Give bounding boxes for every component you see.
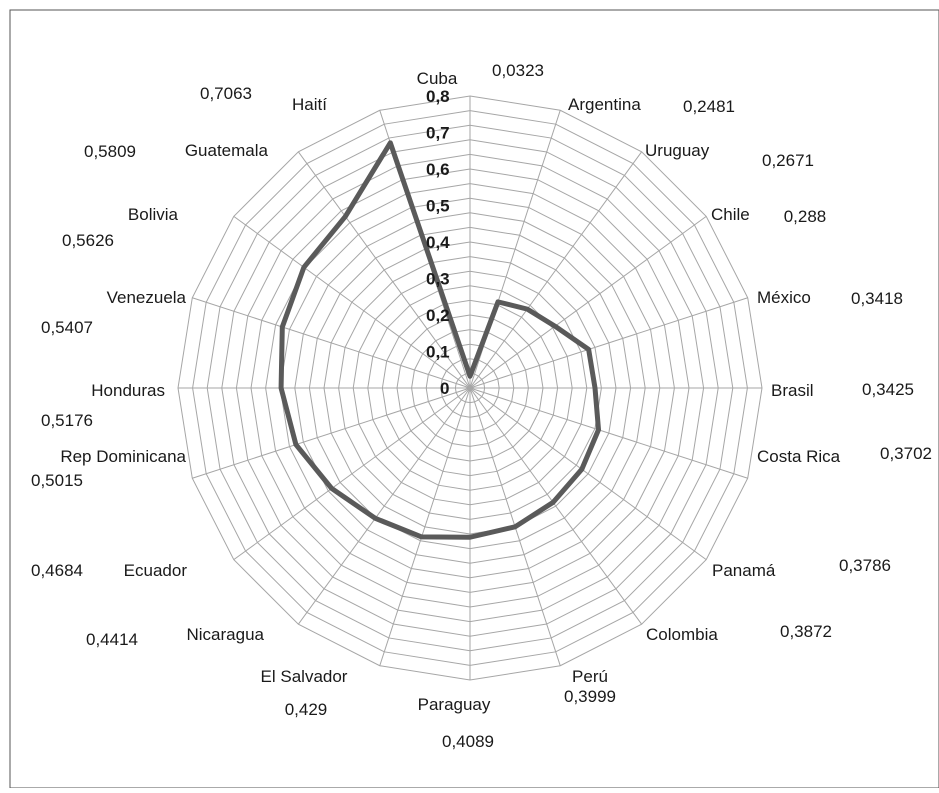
category-label-honduras: Honduras bbox=[91, 381, 165, 400]
grid-spoke bbox=[469, 151, 643, 389]
value-label-paraguay: 0,4089 bbox=[442, 732, 494, 751]
value-label-el-salvador: 0,429 bbox=[285, 700, 328, 719]
value-label-guatemala: 0,5809 bbox=[84, 142, 136, 161]
category-label-chile: Chile bbox=[711, 205, 750, 224]
tick-label: 0,6 bbox=[426, 160, 450, 179]
grid-spoke bbox=[233, 387, 471, 561]
value-label-honduras: 0,5176 bbox=[41, 411, 93, 430]
category-label-bolivia: Bolivia bbox=[128, 205, 179, 224]
value-label-chile: 0,288 bbox=[784, 207, 827, 226]
category-label-el-salvador: El Salvador bbox=[261, 667, 348, 686]
grid-spoke bbox=[469, 387, 707, 561]
value-label-rep-dominicana: 0,5015 bbox=[31, 471, 83, 490]
category-label-panama: Panamá bbox=[712, 561, 776, 580]
chart-border bbox=[9, 9, 939, 789]
tick-label: 0,3 bbox=[426, 270, 450, 289]
series-line bbox=[278, 140, 602, 540]
category-label-peru: Perú bbox=[572, 667, 608, 686]
tick-label: 0,4 bbox=[426, 233, 450, 252]
grid-spoke bbox=[469, 215, 707, 389]
value-label-colombia: 0,3872 bbox=[780, 622, 832, 641]
grid-spoke bbox=[192, 387, 471, 479]
grid-spoke bbox=[379, 387, 471, 666]
grid-spoke bbox=[192, 297, 471, 389]
tick-label: 0,5 bbox=[426, 197, 450, 216]
value-label-cuba: 0,0323 bbox=[492, 61, 544, 80]
value-label-nicaragua: 0,4414 bbox=[86, 630, 138, 649]
grid-spoke bbox=[233, 215, 471, 389]
category-label-nicaragua: Nicaragua bbox=[187, 625, 265, 644]
value-label-bolivia: 0,5626 bbox=[62, 231, 114, 250]
tick-label: 0,7 bbox=[426, 124, 450, 143]
series-layer bbox=[278, 140, 602, 540]
category-label-colombia: Colombia bbox=[646, 625, 718, 644]
value-label-panama: 0,3786 bbox=[839, 556, 891, 575]
category-label-guatemala: Guatemala bbox=[185, 141, 269, 160]
value-label-brasil: 0,3425 bbox=[862, 380, 914, 399]
category-label-cuba: Cuba bbox=[417, 69, 458, 88]
category-label-ecuador: Ecuador bbox=[124, 561, 188, 580]
tick-layer: 0 0,1 0,2 0,3 0,4 0,5 0,6 0,7 0,8 bbox=[426, 87, 450, 398]
value-label-layer: 0,0323 0,2481 0,2671 0,288 0,3418 0,3425 0,370… bbox=[31, 61, 932, 751]
tick-label: 0,8 bbox=[426, 87, 450, 106]
grid-spoke bbox=[469, 297, 748, 389]
value-label-venezuela: 0,5407 bbox=[41, 318, 93, 337]
category-label-layer: Cuba Argentina Uruguay Chile México Brasil Cos… bbox=[60, 69, 840, 714]
tick-label: 0,1 bbox=[426, 343, 450, 362]
category-label-haiti: Haití bbox=[292, 95, 327, 114]
value-label-peru: 0,3999 bbox=[564, 687, 616, 706]
category-label-paraguay: Paraguay bbox=[418, 695, 491, 714]
value-label-costa-rica: 0,3702 bbox=[880, 444, 932, 463]
category-label-rep-dominicana: Rep Dominicana bbox=[60, 447, 186, 466]
category-label-argentina: Argentina bbox=[568, 95, 641, 114]
value-label-haiti: 0,7063 bbox=[200, 84, 252, 103]
category-label-brasil: Brasil bbox=[771, 381, 814, 400]
category-label-mexico: México bbox=[757, 288, 811, 307]
grid-spoke bbox=[469, 387, 643, 625]
grid-spoke bbox=[469, 387, 748, 479]
value-label-ecuador: 0,4684 bbox=[31, 561, 83, 580]
category-label-uruguay: Uruguay bbox=[645, 141, 710, 160]
category-label-costa-rica: Costa Rica bbox=[757, 447, 841, 466]
grid-layer bbox=[177, 95, 763, 681]
tick-label: 0 bbox=[440, 379, 449, 398]
value-label-uruguay: 0,2671 bbox=[762, 151, 814, 170]
category-label-venezuela: Venezuela bbox=[107, 288, 187, 307]
value-label-mexico: 0,3418 bbox=[851, 289, 903, 308]
grid-spoke bbox=[297, 151, 471, 389]
grid-spoke bbox=[297, 387, 471, 625]
value-label-argentina: 0,2481 bbox=[683, 97, 735, 116]
tick-label: 0,2 bbox=[426, 306, 450, 325]
